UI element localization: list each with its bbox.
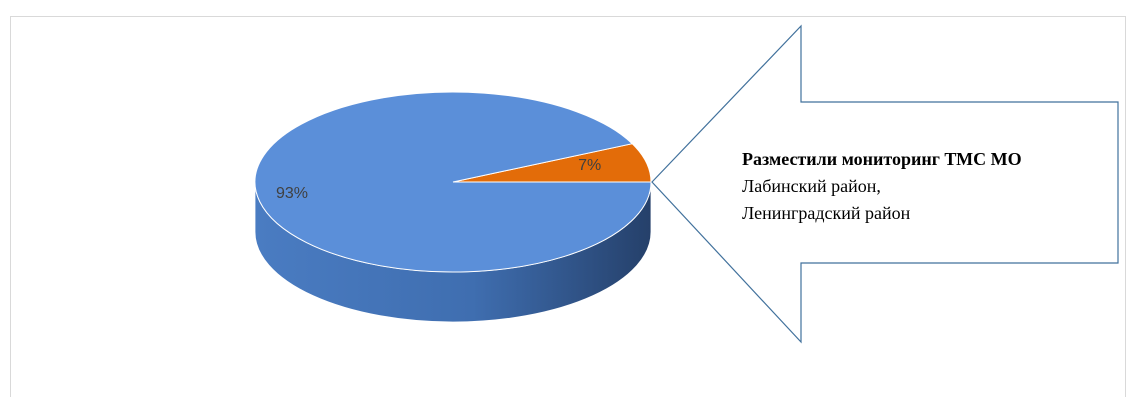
callout-line-1: Лабинский район, [742,176,881,196]
data-label-93: 93% [276,185,309,202]
callout-title: Разместили мониторинг ТМС МО [742,149,1022,169]
pie-tops [254,91,652,273]
data-label-7: 7% [578,156,602,174]
left-arrow-callout [651,24,1119,344]
chart-frame [10,16,1126,397]
callout-text: Разместили мониторинг ТМС МО Лабинский р… [742,146,1118,227]
callout-line-2: Ленинградский район [742,203,911,223]
pie-slice-93 [254,91,652,273]
